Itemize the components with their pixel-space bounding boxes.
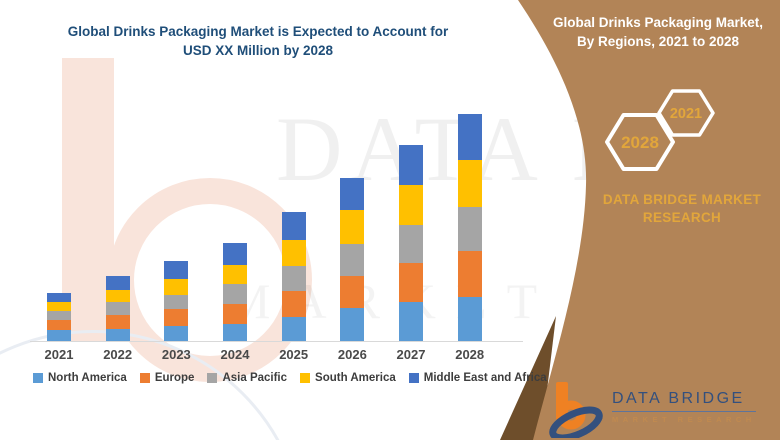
x-tick-label: 2026: [337, 347, 367, 362]
bar-segment: [399, 145, 424, 185]
bar-segment: [457, 160, 482, 207]
chart-legend: North America Europe Asia Pacific South Ame…: [33, 372, 547, 384]
bar-segment: [105, 301, 130, 315]
bar-segment: [105, 328, 130, 341]
x-tick-label: 2028: [455, 347, 485, 362]
legend-swatch: [139, 373, 150, 383]
bar-segment: [164, 278, 189, 295]
bar-segment: [281, 290, 306, 317]
bar-segment: [47, 292, 71, 302]
brand-text-line2: RESEARCH: [642, 210, 722, 225]
x-tick-label: 2025: [279, 347, 309, 362]
bar-segment: [47, 310, 71, 320]
x-tick-label: 2023: [161, 347, 191, 362]
legend-swatch: [300, 373, 311, 383]
bar-segment: [399, 301, 424, 341]
bar-segment: [164, 308, 189, 326]
bar-segment: [399, 224, 424, 263]
bar-segment: [47, 320, 71, 330]
bar-segment: [340, 276, 365, 308]
logo-name: DATA BRIDGE: [612, 390, 756, 412]
legend-item: South America: [300, 372, 396, 384]
bar-segment: [281, 266, 306, 291]
side-panel-title-line1: Global Drinks Packaging Market,: [552, 15, 764, 30]
bar-segment: [457, 206, 482, 251]
hexagon-badge-2021: [657, 89, 715, 137]
legend-swatch: [408, 373, 419, 383]
side-panel-title: Global Drinks Packaging Market, By Regio…: [540, 13, 776, 51]
legend-swatch: [33, 373, 43, 383]
legend-item: Middle East and Africa: [408, 372, 547, 384]
bar-segment: [164, 326, 189, 341]
chart-title-line1: Global Drinks Packaging Market is Expect…: [67, 24, 449, 39]
legend-label: Europe: [154, 372, 195, 384]
bar-segment: [223, 323, 247, 341]
bar-segment: [340, 244, 365, 276]
x-axis-line: [30, 341, 523, 342]
bar-segment: [281, 317, 306, 341]
bar-segment: [223, 243, 247, 265]
bar-segment: [164, 260, 189, 279]
databridge-logo-text: DATA BRIDGE MARKET RESEARCH: [612, 390, 756, 424]
chart-title: Global Drinks Packaging Market is Expect…: [28, 22, 488, 60]
bar-segment: [105, 276, 130, 290]
bar-segment: [281, 239, 306, 266]
bar-segment: [281, 212, 306, 240]
x-tick-label: 2021: [44, 347, 74, 362]
bar-segment: [457, 113, 482, 160]
brown-panel: [518, 0, 780, 440]
bar-segment: [340, 308, 365, 341]
legend-item: Europe: [139, 372, 195, 384]
plot-area: 2021 2022 2023 2024 2025 2026 2027 2028: [30, 113, 523, 362]
bar-segment: [223, 264, 247, 284]
legend-item: North America: [33, 372, 127, 384]
legend-label: North America: [48, 372, 127, 384]
chart-title-line2: USD XX Million by 2028: [182, 43, 334, 58]
bar-segment: [164, 294, 189, 309]
bar-segment: [223, 304, 247, 324]
brand-text: DATA BRIDGE MARKET RESEARCH: [582, 191, 780, 227]
bar-segment: [457, 296, 482, 341]
legend-label: Middle East and Africa: [423, 372, 547, 384]
bar-segment: [340, 177, 365, 210]
databridge-logo-icon: [549, 382, 603, 438]
databridge-logo: DATA BRIDGE MARKET RESEARCH: [548, 382, 756, 438]
x-tick-label: 2022: [103, 347, 133, 362]
side-panel-title-line2: By Regions, 2021 to 2028: [576, 34, 740, 49]
x-tick-label: 2027: [396, 347, 426, 362]
bar-segment: [340, 210, 365, 244]
hexagon-badge-2028: [605, 113, 675, 171]
bar-segment: [457, 251, 482, 297]
legend-item: Asia Pacific: [207, 372, 287, 384]
legend-label: Asia Pacific: [222, 372, 288, 384]
logo-subtitle: MARKET RESEARCH: [612, 415, 756, 424]
bar-segment: [399, 184, 424, 225]
bar-segment: [47, 301, 71, 311]
bar-segment: [399, 263, 424, 302]
badge-2028-label: 2028: [621, 133, 659, 152]
bar-segment: [47, 330, 71, 341]
x-tick-label: 2024: [220, 347, 250, 362]
bar-segment: [223, 283, 247, 304]
brand-text-line1: DATA BRIDGE MARKET: [602, 192, 762, 207]
legend-label: South America: [315, 372, 396, 384]
badge-2021-label: 2021: [669, 106, 703, 122]
legend-swatch: [207, 373, 218, 383]
bar-segment: [105, 315, 130, 329]
bar-segment: [105, 289, 130, 302]
